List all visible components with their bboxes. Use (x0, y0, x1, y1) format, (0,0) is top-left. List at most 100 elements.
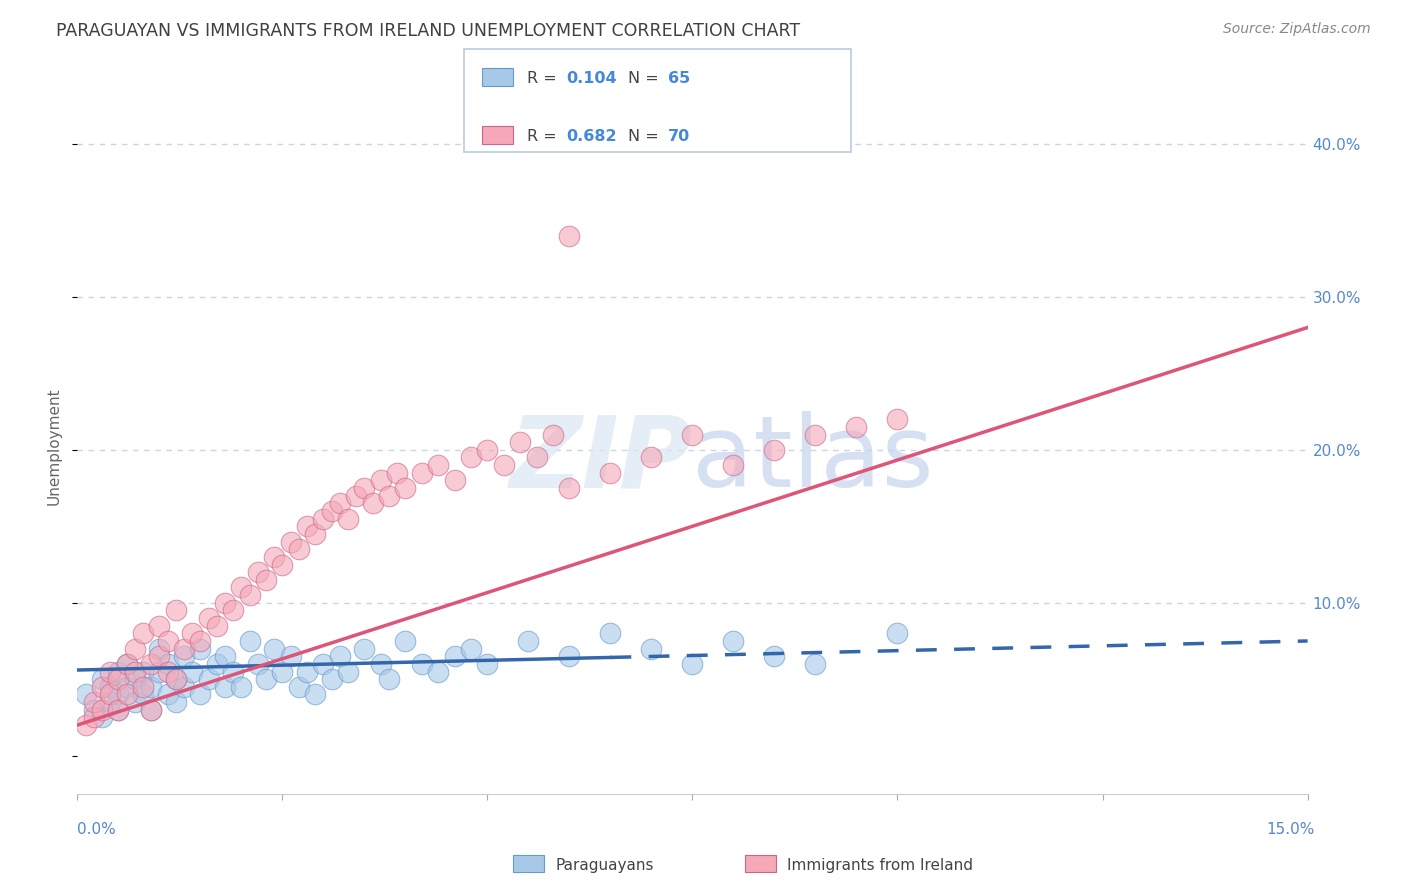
Point (886, 412, 908, 426)
Point (181, 626, 204, 640)
Point (599, 466, 621, 480)
Point (141, 703, 163, 717)
Point (443, 474, 465, 488)
Point (222, 665, 245, 679)
Y-axis label: Unemployment: Unemployment (46, 387, 62, 505)
Text: N =: N = (628, 129, 665, 144)
Point (214, 649, 236, 664)
Point (517, 634, 540, 648)
Point (394, 481, 416, 495)
Text: 0.0%: 0.0% (77, 822, 117, 837)
Point (107, 688, 129, 702)
Point (246, 657, 269, 671)
Text: Source: ZipAtlas.com: Source: ZipAtlas.com (1223, 22, 1371, 37)
Point (682, 657, 704, 671)
Point (107, 665, 129, 679)
Point (98, 680, 121, 694)
Point (312, 511, 335, 525)
Point (304, 527, 326, 541)
Point (83, 703, 105, 717)
Text: R =: R = (527, 71, 562, 86)
Point (509, 435, 531, 450)
Point (197, 672, 219, 686)
Point (427, 458, 450, 472)
Point (804, 657, 827, 671)
Text: Paraguayans: Paraguayans (555, 858, 654, 872)
Point (90, 703, 114, 717)
Point (98, 665, 121, 679)
Point (378, 489, 401, 503)
Text: 0.682: 0.682 (567, 129, 617, 144)
Point (188, 688, 212, 702)
Text: 70: 70 (668, 129, 690, 144)
Point (132, 688, 155, 702)
Point (329, 649, 352, 664)
Point (98, 688, 121, 702)
Point (141, 703, 163, 717)
Point (156, 688, 179, 702)
Text: PARAGUAYAN VS IMMIGRANTS FROM IRELAND UNEMPLOYMENT CORRELATION CHART: PARAGUAYAN VS IMMIGRANTS FROM IRELAND UN… (56, 22, 800, 40)
Point (321, 504, 343, 518)
Point (214, 596, 236, 610)
Point (107, 703, 129, 717)
Point (148, 649, 170, 664)
Point (124, 672, 146, 686)
Point (214, 680, 236, 694)
Point (394, 634, 416, 648)
Point (288, 542, 311, 557)
Text: N =: N = (628, 71, 665, 86)
Point (845, 420, 868, 434)
Point (312, 657, 335, 671)
Point (148, 665, 170, 679)
Point (156, 634, 179, 648)
Point (141, 657, 163, 671)
Point (115, 688, 138, 702)
Point (271, 665, 294, 679)
Point (124, 695, 146, 709)
Point (132, 626, 155, 640)
Point (205, 618, 228, 632)
Point (263, 549, 285, 564)
Point (75, 688, 97, 702)
Point (239, 634, 262, 648)
Point (321, 672, 343, 686)
Point (90, 710, 114, 724)
Point (254, 573, 277, 587)
Point (337, 665, 360, 679)
Point (239, 588, 262, 602)
Point (156, 665, 179, 679)
Point (148, 641, 170, 656)
Point (295, 665, 318, 679)
Point (75, 718, 97, 732)
Point (188, 641, 212, 656)
Point (361, 496, 384, 510)
Point (165, 672, 187, 686)
Point (304, 688, 326, 702)
Point (460, 641, 482, 656)
Point (558, 649, 581, 664)
Point (411, 466, 433, 480)
Point (83, 695, 105, 709)
Point (723, 634, 745, 648)
Point (173, 680, 195, 694)
Point (411, 657, 433, 671)
Point (541, 427, 564, 442)
Point (141, 680, 163, 694)
Point (280, 534, 302, 549)
Point (640, 641, 662, 656)
Point (558, 228, 581, 243)
Point (90, 672, 114, 686)
Point (165, 672, 187, 686)
Point (337, 511, 360, 525)
Point (682, 427, 704, 442)
Point (370, 657, 392, 671)
Point (115, 680, 138, 694)
Text: atlas: atlas (693, 411, 934, 508)
Point (640, 450, 662, 465)
Point (443, 649, 465, 664)
Point (222, 603, 245, 617)
Point (460, 450, 482, 465)
Point (886, 626, 908, 640)
Text: ZIP: ZIP (509, 411, 693, 508)
Point (90, 680, 114, 694)
